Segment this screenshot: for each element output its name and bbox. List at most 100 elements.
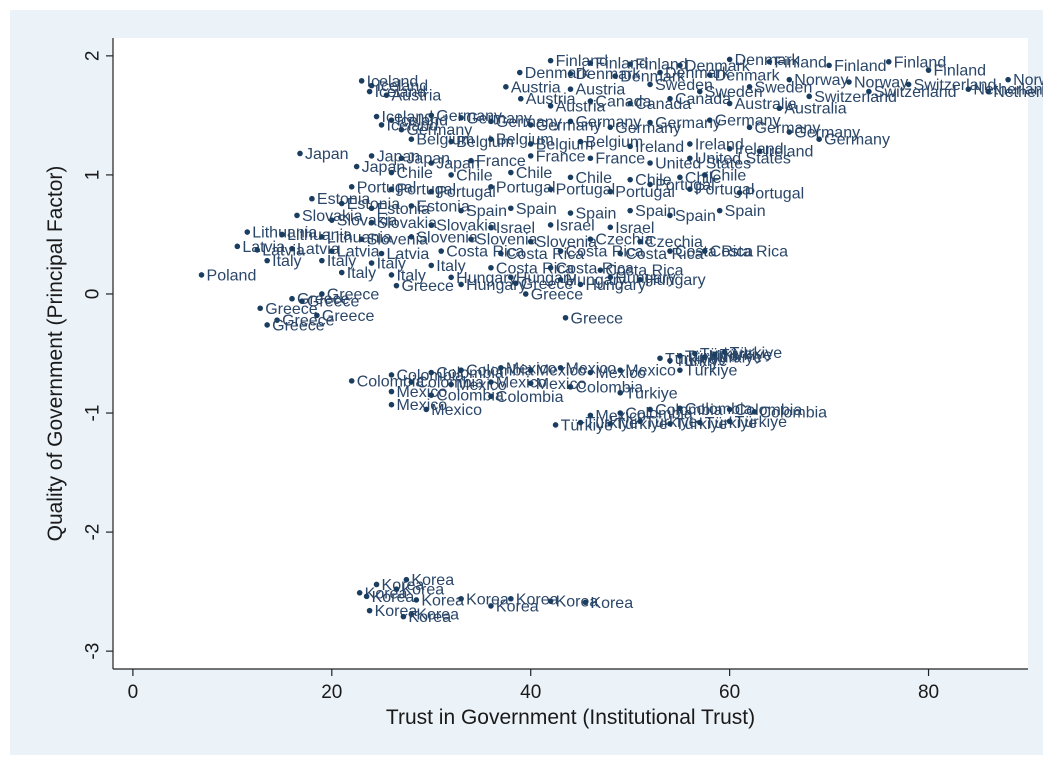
scatter-point — [786, 76, 793, 83]
point-label: Slovenia — [416, 229, 477, 246]
point-label: Colombia — [466, 363, 534, 380]
point-label: Japan — [406, 151, 450, 168]
scatter-point — [627, 176, 633, 183]
point-label: Japan — [305, 146, 349, 163]
scatter-point — [408, 203, 415, 209]
y-tick-label: 0 — [83, 289, 104, 300]
scatter-point — [299, 298, 305, 304]
scatter-point — [547, 103, 554, 109]
point-label: Portugal — [357, 179, 417, 196]
point-label: Denmark — [620, 69, 686, 86]
scatter-point — [617, 389, 624, 396]
y-tick-label: -1 — [83, 405, 104, 422]
point-label: Austria — [526, 91, 576, 108]
point-label: Sweden — [755, 79, 813, 96]
scatter-point — [517, 95, 524, 102]
scatter-point — [279, 231, 285, 238]
scatter-point — [925, 67, 932, 73]
scatter-point — [458, 207, 464, 214]
point-label: Italy — [396, 267, 425, 284]
scatter-point — [677, 62, 683, 69]
point-label: Korea — [416, 607, 459, 624]
scatter-point — [627, 61, 633, 67]
scatter-point — [289, 245, 295, 252]
point-label: Czechia — [595, 232, 653, 249]
scatter-point — [597, 267, 604, 273]
point-label: Costa Rica — [446, 244, 524, 261]
scatter-point — [274, 317, 280, 323]
point-label: Hungary — [516, 270, 576, 287]
scatter-point — [378, 250, 385, 257]
scatter-point — [448, 138, 454, 145]
point-label: Mexico — [566, 360, 617, 377]
point-label: Spain — [725, 203, 766, 220]
point-label: Portugal — [496, 179, 556, 196]
point-label: Germany — [466, 110, 532, 127]
scatter-point — [562, 314, 569, 321]
point-label: Türkiye — [735, 414, 788, 431]
scatter-point — [746, 84, 753, 90]
scatter-point — [885, 59, 892, 65]
scatter-point — [617, 410, 624, 416]
scatter-point — [627, 207, 633, 214]
scatter-point — [687, 155, 693, 162]
point-label: Mexico — [396, 384, 447, 401]
scatter-point — [297, 150, 303, 157]
scatter-point — [428, 160, 435, 166]
scatter-point — [428, 222, 435, 228]
scatter-point — [388, 186, 395, 193]
point-label: Colombia — [655, 402, 723, 419]
plot-area — [113, 38, 1028, 669]
point-label: Hungary — [585, 277, 645, 294]
scatter-point — [508, 205, 514, 212]
point-label: Korea — [365, 585, 408, 602]
scatter-point — [587, 369, 594, 376]
point-label: Costa Rica — [506, 246, 584, 263]
scatter-point — [527, 141, 534, 147]
scatter-point — [488, 379, 494, 385]
point-label: Korea — [590, 595, 633, 612]
point-label: Hungary — [615, 270, 675, 287]
scatter-point — [617, 367, 624, 373]
scatter-point — [348, 184, 355, 190]
point-label: Israel — [615, 220, 654, 237]
point-label: Greece — [272, 317, 325, 334]
point-label: Finland — [595, 56, 647, 73]
x-tick-label: 0 — [128, 682, 139, 703]
scatter-point — [329, 217, 335, 223]
point-label: Japan — [362, 159, 406, 176]
scatter-point — [388, 272, 395, 278]
point-label: Spain — [635, 203, 676, 220]
point-label: Hungary — [645, 272, 705, 289]
scatter-point — [557, 364, 564, 371]
point-label: Korea — [496, 598, 539, 615]
point-label: Estonia — [317, 191, 370, 208]
scatter-point — [726, 145, 733, 152]
x-tick-label: 80 — [918, 682, 939, 703]
scatter-point — [547, 222, 554, 228]
point-label: France — [476, 153, 526, 170]
scatter-point — [294, 212, 300, 219]
scatter-point — [567, 210, 574, 216]
point-label: Latvia — [387, 246, 430, 263]
point-label: Korea — [421, 592, 464, 609]
scatter-point — [468, 236, 474, 243]
scatter-point — [985, 88, 992, 95]
point-label: Estonia — [347, 196, 400, 213]
point-label: Estonia — [416, 198, 469, 215]
point-label: Switzerland — [914, 77, 997, 94]
point-label: Norway — [794, 72, 848, 89]
point-label: Switzerland — [814, 89, 897, 106]
point-label: Australia — [784, 101, 846, 118]
point-label: Iceland — [377, 78, 429, 95]
scatter-point — [547, 186, 554, 193]
scatter-point — [468, 157, 474, 164]
point-label: Mexico — [496, 375, 547, 392]
scatter-point — [647, 160, 653, 166]
point-label: Türkiye — [561, 417, 614, 434]
point-label: France — [536, 148, 586, 165]
scatter-point — [488, 136, 494, 142]
scatter-point — [677, 367, 683, 373]
scatter-point — [776, 105, 783, 112]
point-label: Mexico — [536, 363, 587, 380]
